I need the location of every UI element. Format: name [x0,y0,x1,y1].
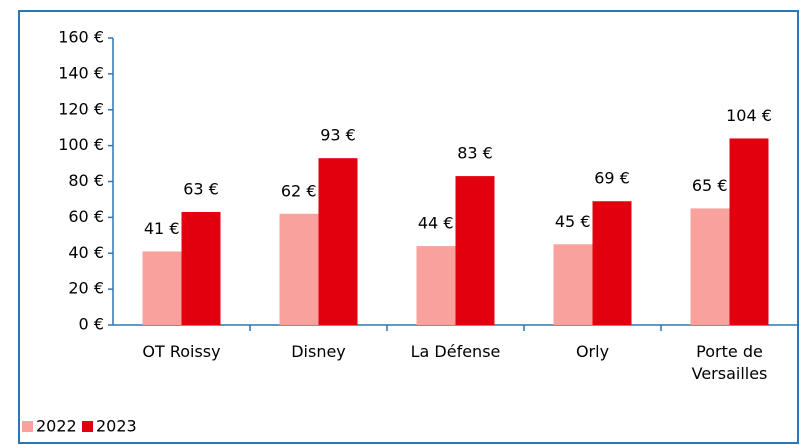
y-tick-label: 80 € [68,171,104,190]
x-tick-label: Disney [291,342,346,361]
frame [18,10,799,444]
data-label: 69 € [594,169,630,188]
bar [318,158,358,325]
y-tick-label: 60 € [68,207,104,226]
bar [279,213,319,325]
data-label: 63 € [183,179,219,198]
data-label: 45 € [555,212,591,231]
y-tick-label: 160 € [58,28,104,47]
y-tick-label: 140 € [58,63,104,82]
data-label: 83 € [457,144,493,163]
data-label: 104 € [726,106,772,125]
y-tick-label: 20 € [68,279,104,298]
y-tick-label: 40 € [68,243,104,262]
data-label: 65 € [692,176,728,195]
x-tick-label: Orly [575,342,610,361]
bar [142,251,182,325]
bar [416,246,456,325]
data-label: 41 € [144,219,180,238]
x-tick-label: OT Roissy [142,342,221,361]
data-label: 44 € [418,214,454,233]
x-tick-label: La Défense [410,342,501,361]
legend-label: 2022 [36,417,77,436]
legend-label: 2023 [96,417,137,436]
y-tick-label: 100 € [58,135,104,154]
bar [592,201,632,325]
legend-swatch [82,421,93,432]
bar [690,208,730,325]
data-label: 62 € [281,181,317,200]
data-label: 93 € [320,126,356,145]
bar [181,211,221,325]
y-tick-label: 0 € [79,315,104,334]
y-tick-label: 120 € [58,99,104,118]
x-tick-label: Porte de Versailles [691,342,768,383]
bar [455,176,495,325]
bar [729,138,769,325]
legend-swatch [22,421,33,432]
bar [553,244,593,325]
